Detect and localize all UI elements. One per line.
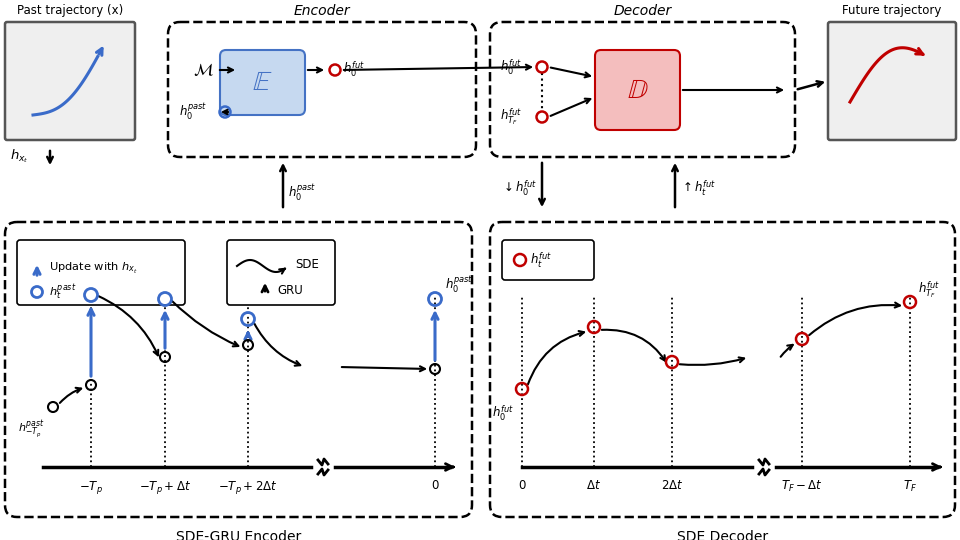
FancyBboxPatch shape xyxy=(595,50,680,130)
Text: $h_t^{fut}$: $h_t^{fut}$ xyxy=(530,251,552,269)
Text: $h_0^{past}$: $h_0^{past}$ xyxy=(288,183,317,203)
Text: Future trajectory: Future trajectory xyxy=(842,4,942,17)
Text: $T_F$: $T_F$ xyxy=(903,479,917,494)
FancyBboxPatch shape xyxy=(828,22,956,140)
Text: $h_0^{past}$: $h_0^{past}$ xyxy=(179,102,207,122)
Text: $h_t^{past}$: $h_t^{past}$ xyxy=(49,282,77,302)
Text: $\Delta t$: $\Delta t$ xyxy=(587,479,602,492)
Text: Decoder: Decoder xyxy=(613,4,672,18)
Text: Update with $h_{x_t}$: Update with $h_{x_t}$ xyxy=(49,260,138,275)
Text: $h_0^{fut}$: $h_0^{fut}$ xyxy=(343,59,365,79)
Text: $-T_p$: $-T_p$ xyxy=(79,479,103,496)
Text: Encoder: Encoder xyxy=(294,4,350,18)
Text: $h_{x_t}$: $h_{x_t}$ xyxy=(10,147,29,165)
Text: $\uparrow h_t^{fut}$: $\uparrow h_t^{fut}$ xyxy=(680,178,716,198)
FancyBboxPatch shape xyxy=(490,222,955,517)
FancyBboxPatch shape xyxy=(168,22,476,157)
Text: $h_0^{fut}$: $h_0^{fut}$ xyxy=(500,57,522,77)
Text: $h_0^{fut}$: $h_0^{fut}$ xyxy=(492,404,514,423)
Text: Past trajectory (x): Past trajectory (x) xyxy=(17,4,123,17)
FancyBboxPatch shape xyxy=(220,50,305,115)
Text: $\mathcal{M}$: $\mathcal{M}$ xyxy=(193,61,213,79)
Text: SDE: SDE xyxy=(295,259,319,272)
Text: SDE Decoder: SDE Decoder xyxy=(677,530,768,540)
Text: $-T_p+\Delta t$: $-T_p+\Delta t$ xyxy=(139,479,191,496)
Text: GRU: GRU xyxy=(277,284,302,296)
Text: $h_{T_F}^{fut}$: $h_{T_F}^{fut}$ xyxy=(500,106,522,127)
Text: $2\Delta t$: $2\Delta t$ xyxy=(660,479,684,492)
FancyBboxPatch shape xyxy=(17,240,185,305)
Text: $0$: $0$ xyxy=(517,479,526,492)
Text: $T_F-\Delta t$: $T_F-\Delta t$ xyxy=(781,479,823,494)
FancyBboxPatch shape xyxy=(502,240,594,280)
Text: $h_{-T_p}^{past}$: $h_{-T_p}^{past}$ xyxy=(18,419,45,441)
Text: $-T_p+2\Delta t$: $-T_p+2\Delta t$ xyxy=(218,479,277,496)
Text: $\downarrow h_0^{fut}$: $\downarrow h_0^{fut}$ xyxy=(500,178,537,198)
Text: SDE-GRU Encoder: SDE-GRU Encoder xyxy=(176,530,301,540)
Text: $0$: $0$ xyxy=(431,479,440,492)
Text: $h_{T_F}^{fut}$: $h_{T_F}^{fut}$ xyxy=(918,280,940,300)
FancyBboxPatch shape xyxy=(5,222,472,517)
FancyBboxPatch shape xyxy=(5,22,135,140)
Text: $\mathbb{E}$: $\mathbb{E}$ xyxy=(252,69,273,97)
Text: $\mathbb{D}$: $\mathbb{D}$ xyxy=(627,76,648,104)
FancyBboxPatch shape xyxy=(490,22,795,157)
Text: $h_0^{past}$: $h_0^{past}$ xyxy=(445,275,473,295)
FancyBboxPatch shape xyxy=(227,240,335,305)
